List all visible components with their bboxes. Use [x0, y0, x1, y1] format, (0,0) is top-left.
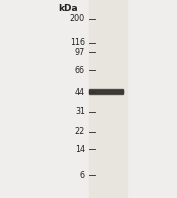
Text: 97: 97 — [75, 48, 85, 57]
Text: 14: 14 — [75, 145, 85, 154]
Text: 200: 200 — [70, 14, 85, 23]
Text: kDa: kDa — [58, 4, 78, 13]
Text: 44: 44 — [75, 88, 85, 97]
Text: 22: 22 — [75, 127, 85, 136]
Bar — [89, 89, 123, 94]
Text: 6: 6 — [80, 171, 85, 180]
Text: 116: 116 — [70, 38, 85, 47]
Bar — [88, 0, 127, 198]
Bar — [89, 90, 123, 93]
Text: 31: 31 — [75, 107, 85, 116]
Text: 66: 66 — [75, 66, 85, 75]
